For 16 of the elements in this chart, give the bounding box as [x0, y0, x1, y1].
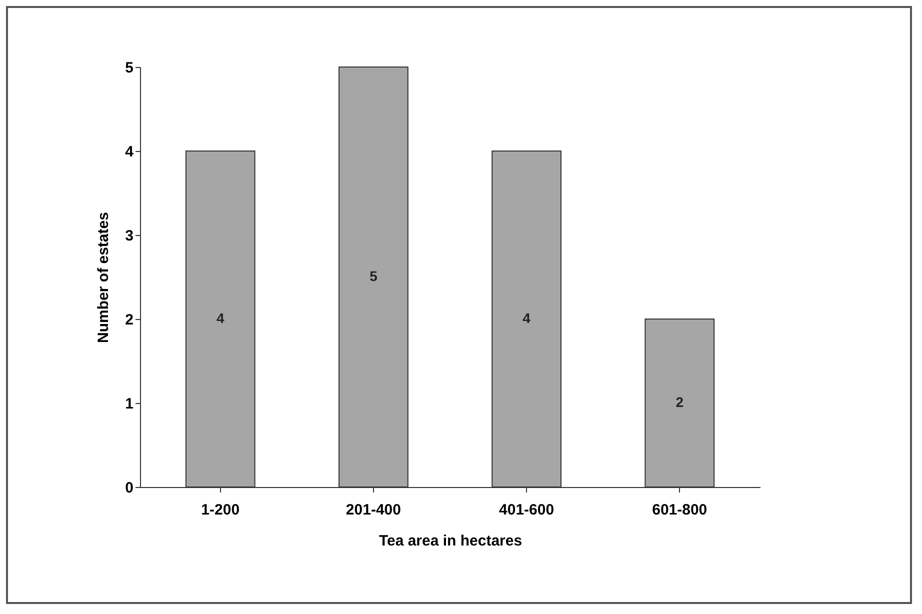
- y-tick-label: 3: [125, 228, 134, 244]
- y-tick-label: 4: [125, 144, 134, 160]
- x-tick-label: 401-600: [499, 502, 554, 518]
- y-axis-title: Number of estates: [95, 212, 112, 343]
- y-tick-label: 1: [125, 396, 134, 412]
- x-tick-label: 1-200: [201, 502, 240, 518]
- y-tick-label: 5: [125, 60, 134, 76]
- data-label: 2: [676, 394, 684, 410]
- x-tick-label: 601-800: [652, 502, 708, 518]
- data-label: 5: [370, 268, 378, 284]
- data-label: 4: [522, 310, 531, 326]
- x-tick-label: 201-400: [346, 502, 401, 518]
- data-label: 4: [216, 310, 224, 326]
- x-axis-title: Tea area in hectares: [378, 532, 522, 550]
- y-tick-label: 0: [125, 480, 134, 496]
- y-tick-label: 2: [125, 312, 134, 328]
